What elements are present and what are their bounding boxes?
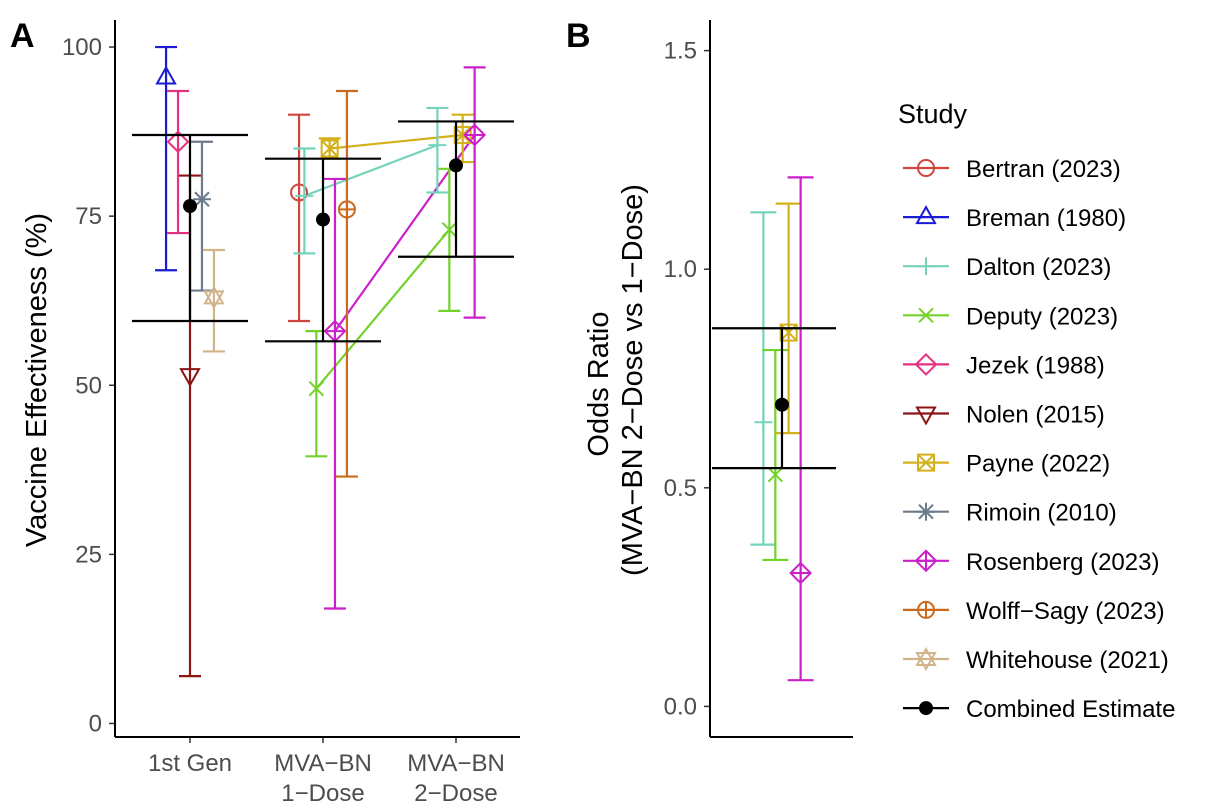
- panel-a-x-tick-label: 1−Dose: [281, 780, 364, 806]
- point-nolen-2015-0: [179, 368, 201, 388]
- panel-b-y-axis-title-line-2: (MVA−BN 2−Dose vs 1−Dose): [617, 184, 649, 576]
- legend: Study Bertran (2023) Breman (1980) Dalton …: [898, 99, 1175, 723]
- error-bar-jezek-1988-0: [167, 89, 190, 235]
- error-bar-whitehouse-2021-0: [202, 248, 225, 353]
- panel-a-tag: A: [10, 17, 35, 55]
- point-breman-1980-0: [155, 65, 177, 85]
- legend-marker-diamond: [914, 352, 938, 376]
- error-bar-rosenberg-2023-1: [463, 66, 486, 319]
- legend-label: Dalton (2023): [966, 254, 1111, 281]
- legend-label: Wolff−Sagy (2023): [966, 598, 1165, 625]
- panel-a-y-tick-label: 0: [89, 710, 102, 737]
- series-line-dalton-2023: [303, 144, 438, 197]
- legend-marker-asterisk: [917, 502, 935, 521]
- point-rosenberg-2023-0: [323, 319, 347, 343]
- panel-b-y-axis-title: Odds Ratio (MVA−BN 2−Dose vs 1−Dose): [583, 184, 649, 576]
- panel-a-y-tick-label: 100: [62, 34, 102, 61]
- point-whitehouse-2021-0: [203, 285, 225, 310]
- point-rimoin-2010-0: [192, 190, 211, 209]
- legend-label: Combined Estimate: [966, 696, 1175, 723]
- legend-item-payne-2022: Payne (2022): [903, 451, 1110, 478]
- panel-a-x-tick-label: 1st Gen: [148, 750, 232, 777]
- legend-marker-triangle-down: [915, 406, 937, 426]
- legend-marker-dot: [919, 701, 933, 716]
- error-bar-rimoin-2010-0: [190, 140, 213, 292]
- panel-b: B Odds Ratio (MVA−BN 2−Dose vs 1−Dose) 0…: [566, 17, 853, 738]
- legend-marker-plus: [917, 257, 935, 276]
- legend-label: Breman (1980): [966, 205, 1126, 232]
- legend-label: Nolen (2015): [966, 402, 1105, 429]
- error-bar-rosenberg-2023-0: [323, 177, 346, 610]
- legend-marker-triangle: [915, 205, 937, 225]
- panel-a-x-tick-label: 2−Dose: [414, 780, 497, 806]
- legend-item-rimoin-2010: Rimoin (2010): [903, 500, 1117, 527]
- point-payne-2022-0: [320, 139, 339, 158]
- legend-label: Rimoin (2010): [966, 500, 1117, 527]
- panel-b-error-bar-rosenberg-2023: [787, 176, 814, 682]
- point-deputy-2023-0: [308, 380, 325, 397]
- point-dalton-2023-0: [295, 186, 314, 205]
- panel-b-error-bar-dalton-2023: [750, 211, 777, 546]
- point-deputy-2023-1: [441, 221, 458, 238]
- panel-b-combined-estimate: [712, 327, 836, 470]
- legend-item-breman-1980: Breman (1980): [903, 205, 1126, 232]
- series-line-deputy-2023: [315, 228, 451, 390]
- combined-estimate-0: [132, 133, 248, 323]
- legend-label: Rosenberg (2023): [966, 549, 1159, 576]
- legend-marker-diamond-plus: [914, 549, 938, 573]
- panel-b-error-bar-payne-2022: [775, 202, 802, 435]
- point-rosenberg-2023-1: [463, 123, 487, 147]
- panel-a-y-tick-label: 25: [75, 541, 102, 568]
- error-bar-deputy-2023-0: [305, 330, 328, 458]
- legend-label: Whitehouse (2021): [966, 647, 1169, 674]
- legend-item-deputy-2023: Deputy (2023): [903, 303, 1118, 330]
- panel-a-y-tick-label: 50: [75, 372, 102, 399]
- panel-b-y-tick-label: 1.0: [664, 256, 697, 283]
- legend-label: Jezek (1988): [966, 352, 1105, 379]
- point-dalton-2023-1: [428, 136, 447, 155]
- panel-a-y-tick-label: 75: [75, 203, 102, 230]
- legend-item-jezek-1988: Jezek (1988): [903, 352, 1105, 379]
- point-wolff-sagy-2023-0: [337, 200, 356, 219]
- panel-a: A Vaccine Effectiveness (%) 0 25 50 75 100 1s…: [10, 17, 520, 806]
- legend-marker-circle-plus: [917, 600, 935, 619]
- legend-item-wolff-sagy-2023: Wolff−Sagy (2023): [903, 598, 1165, 625]
- series-line-payne-2022: [329, 133, 463, 150]
- legend-title: Study: [898, 99, 968, 129]
- panel-b-y-tick-label: 0.0: [664, 693, 697, 720]
- error-bar-wolff-sagy-2023-0: [335, 89, 358, 478]
- legend-marker-cross: [918, 307, 934, 324]
- panel-b-tag: B: [566, 17, 591, 55]
- legend-item-whitehouse-2021: Whitehouse (2021): [903, 646, 1169, 674]
- legend-label: Bertran (2023): [966, 156, 1121, 183]
- legend-item-rosenberg-2023: Rosenberg (2023): [903, 549, 1159, 576]
- legend-marker-square-cross: [917, 453, 935, 472]
- panel-a-y-axis-title: Vaccine Effectiveness (%): [21, 213, 53, 547]
- legend-label: Deputy (2023): [966, 303, 1118, 330]
- legend-item-nolen-2015: Nolen (2015): [903, 402, 1105, 429]
- point-bertran-2023-0: [290, 183, 309, 202]
- panel-a-x-tick-label: MVA−BN: [407, 750, 505, 777]
- panel-b-point-deputy-2023: [767, 466, 784, 483]
- panel-b-error-bar-deputy-2023: [762, 348, 789, 562]
- legend-marker-circle: [917, 159, 935, 177]
- point-jezek-1988-0: [166, 130, 190, 154]
- panel-b-point-dalton-2023: [754, 413, 773, 432]
- legend-label: Payne (2022): [966, 451, 1110, 478]
- legend-item-dalton-2023: Dalton (2023): [903, 254, 1111, 281]
- combined-estimate-1: [265, 157, 381, 343]
- legend-item-combined-estimate: Combined Estimate: [903, 696, 1175, 723]
- error-bar-bertran-2023-0: [288, 113, 311, 323]
- combined-estimate-2: [398, 120, 514, 258]
- panel-a-x-tick-label: MVA−BN: [274, 750, 372, 777]
- panel-b-y-tick-label: 1.5: [664, 38, 697, 65]
- legend-item-bertran-2023: Bertran (2023): [903, 156, 1121, 183]
- panel-b-point-rosenberg-2023: [789, 561, 813, 585]
- panel-b-y-axis-title-line-1: Odds Ratio: [583, 311, 615, 456]
- legend-marker-star: [915, 646, 937, 672]
- panel-b-y-tick-label: 0.5: [664, 475, 697, 502]
